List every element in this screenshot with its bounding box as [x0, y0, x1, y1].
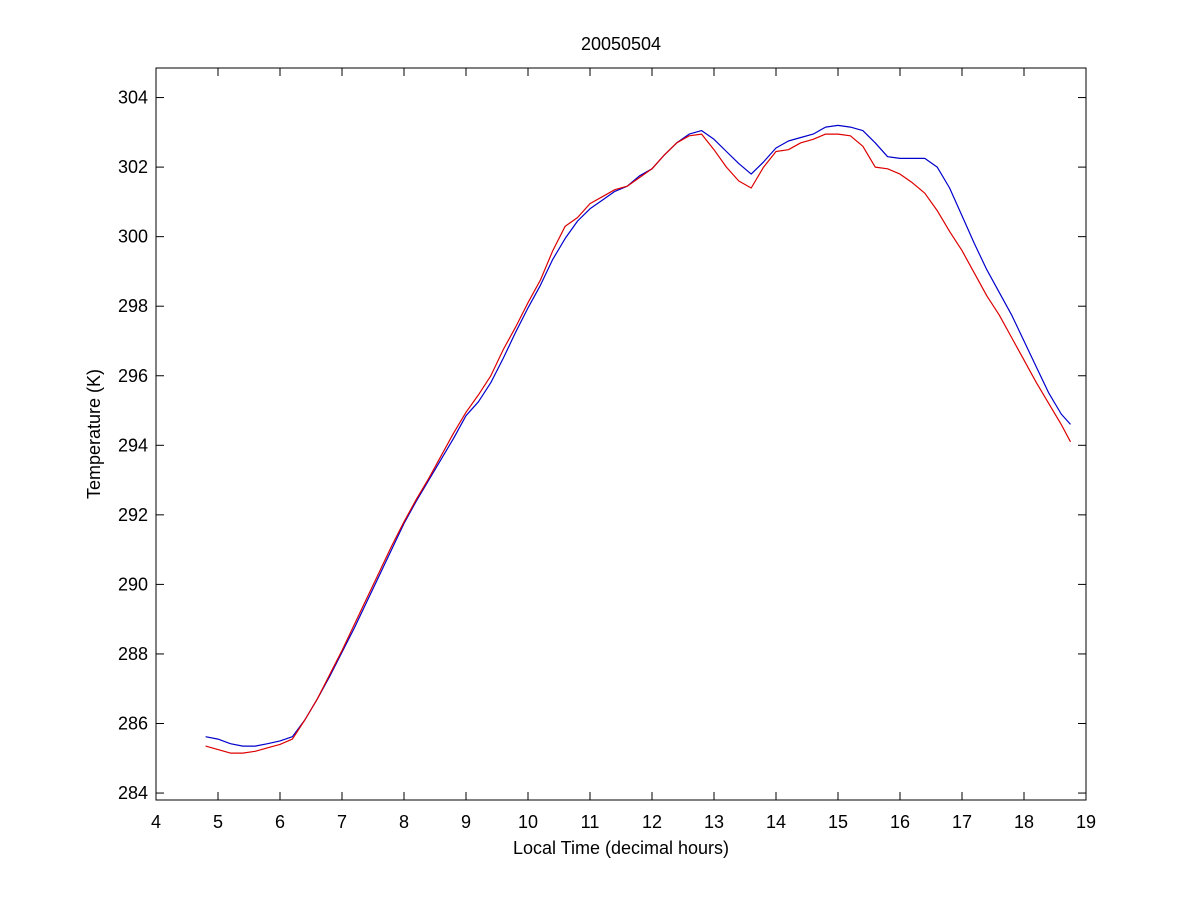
ticks-layer: 4 5 6 7 8 9 10 11 12 13 14 15 16 17 18 19 284 286 288 290 29… [118, 68, 1096, 832]
x-tick-label: 10 [518, 812, 538, 832]
y-tick-label: 288 [118, 644, 148, 664]
x-tick-label: 7 [337, 812, 347, 832]
x-tick-label: 8 [399, 812, 409, 832]
y-tick-label: 302 [118, 157, 148, 177]
y-tick-label: 298 [118, 296, 148, 316]
x-tick-label: 9 [461, 812, 471, 832]
x-axis-label: Local Time (decimal hours) [513, 838, 729, 858]
x-tick-label: 5 [213, 812, 223, 832]
plot-frame [155, 67, 1087, 801]
y-tick-label: 290 [118, 574, 148, 594]
y-tick-label: 300 [118, 227, 148, 247]
x-tick-label: 11 [581, 812, 600, 832]
x-tick-label: 13 [704, 812, 724, 832]
series-layer [205, 124, 1072, 754]
y-tick-label: 284 [118, 783, 148, 803]
x-tick-label: 16 [890, 812, 910, 832]
x-tick-label: 6 [275, 812, 285, 832]
series-line-1 [205, 124, 1071, 747]
y-tick-label: 304 [118, 88, 148, 108]
x-tick-label: 18 [1014, 812, 1034, 832]
y-tick-label: 286 [118, 713, 148, 733]
x-tick-label: 15 [828, 812, 848, 832]
chart-title: 20050504 [581, 34, 661, 54]
series-line-2 [205, 133, 1072, 754]
y-tick-label: 294 [118, 435, 148, 455]
y-tick-label: 296 [118, 366, 148, 386]
y-tick-label: 292 [118, 505, 148, 525]
x-tick-label: 4 [151, 812, 161, 832]
x-tick-label: 17 [952, 812, 972, 832]
x-tick-label: 12 [642, 812, 662, 832]
x-tick-label: 19 [1076, 812, 1096, 832]
x-tick-label: 14 [766, 812, 786, 832]
y-axis-label: Temperature (K) [84, 369, 104, 499]
